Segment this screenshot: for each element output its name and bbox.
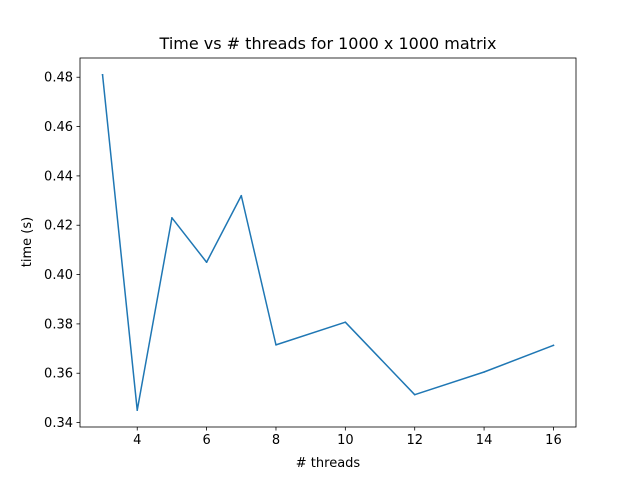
data-point	[552, 344, 555, 347]
data-point	[275, 344, 277, 346]
x-axis-ticks: 4 6 8 10 12 14 16	[133, 427, 562, 448]
x-tick-label: 16	[545, 433, 562, 448]
x-tick-label: 14	[476, 433, 493, 448]
data-point	[240, 194, 243, 197]
x-axis-label: # threads	[296, 456, 361, 471]
data-point	[171, 217, 173, 219]
x-tick-label: 6	[202, 433, 210, 448]
y-tick-label: 0.36	[44, 367, 73, 382]
series-line	[101, 73, 555, 411]
data-point	[344, 321, 347, 323]
data-point	[413, 393, 416, 396]
x-tick-label: 10	[337, 433, 354, 448]
y-tick-label: 0.44	[44, 169, 73, 184]
y-tick-label: 0.42	[44, 219, 73, 234]
y-tick-label: 0.40	[44, 268, 73, 283]
y-axis-label: time (s)	[20, 217, 35, 267]
y-tick-label: 0.46	[44, 120, 73, 135]
y-tick-label: 0.48	[44, 71, 73, 86]
data-point	[483, 371, 485, 373]
data-point	[205, 261, 208, 264]
y-axis-ticks: 0.34 0.36 0.38 0.40 0.42 0.44 0.46 0.48	[44, 71, 80, 431]
x-tick-label: 8	[272, 433, 280, 448]
y-tick-label: 0.38	[44, 317, 73, 332]
y-tick-label: 0.34	[44, 416, 73, 431]
plot-area	[79, 57, 577, 428]
chart-title: Time vs # threads for 1000 x 1000 matrix	[159, 34, 497, 53]
data-point	[101, 73, 104, 76]
x-tick-label: 4	[133, 433, 141, 448]
data-point	[136, 409, 139, 412]
x-tick-label: 12	[406, 433, 423, 448]
series-points	[101, 73, 555, 412]
